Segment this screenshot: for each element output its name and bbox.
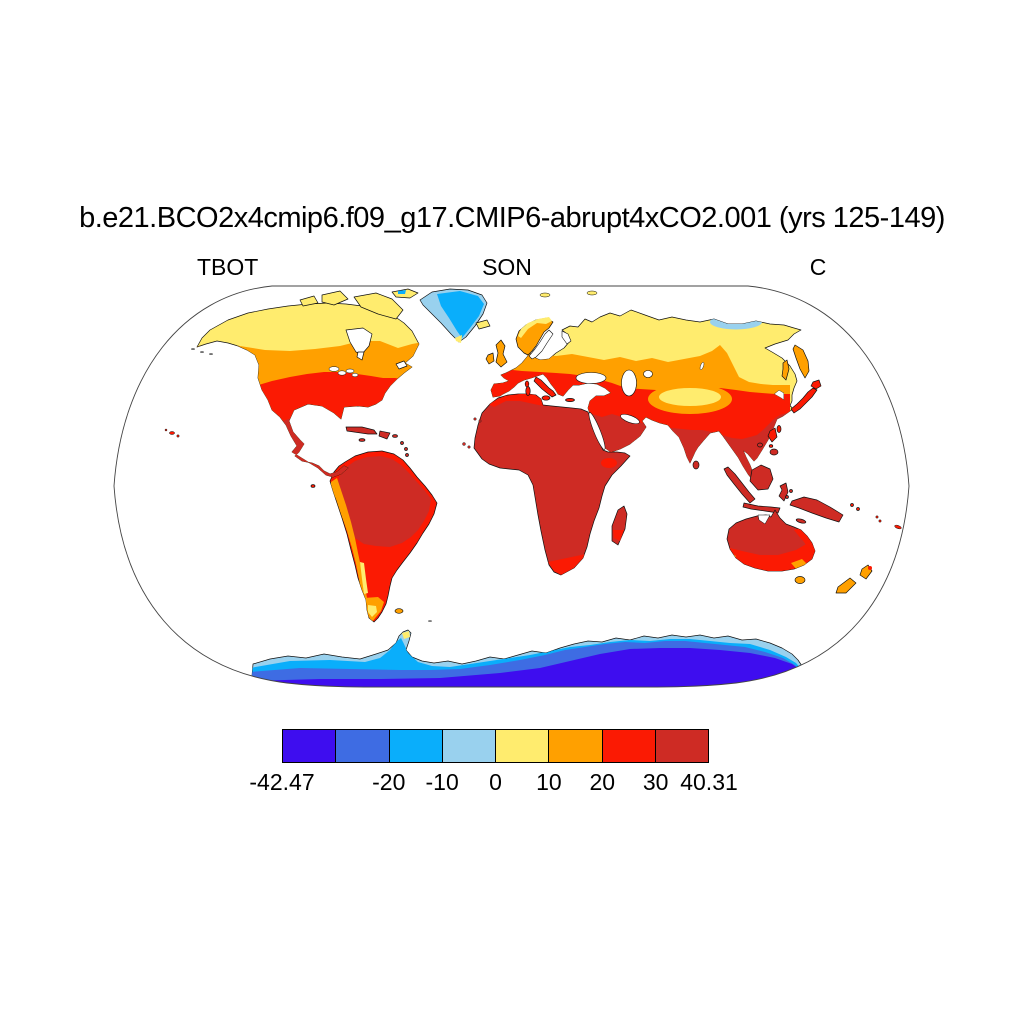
new-guinea — [789, 496, 844, 523]
units-label: C — [809, 254, 827, 280]
java — [742, 502, 781, 514]
colorbar-cell — [549, 730, 603, 762]
pacific-islands — [875, 515, 902, 530]
colorbar-cell — [655, 730, 708, 762]
colorbar-cell — [389, 730, 443, 762]
south-georgia-island — [428, 620, 432, 622]
white-sea — [561, 330, 572, 345]
new-zealand — [835, 564, 873, 594]
plot-title: b.e21.BCO2x4cmip6.f09_g17.CMIP6-abrupt4x… — [79, 202, 945, 234]
corsica — [524, 380, 530, 388]
sakhalin — [781, 359, 790, 381]
aleutian-islands — [191, 348, 213, 355]
variable-label: TBOT — [197, 254, 259, 280]
colorbar-cell — [442, 730, 496, 762]
sumatra — [723, 466, 756, 504]
persian-gulf — [620, 413, 640, 425]
kamchatka — [792, 344, 810, 379]
colorbar-labels: -42.47 -20 -10 0 10 20 30 40.31 — [249, 769, 737, 797]
iceland — [475, 319, 491, 330]
baltic-sea — [528, 329, 554, 360]
colorbar-tick-label: -42.47 — [249, 769, 315, 795]
gulf-of-st-lawrence — [395, 360, 408, 370]
sardinia — [525, 386, 531, 396]
tasmania — [794, 576, 806, 584]
colorbar-tick-label: 30 — [642, 769, 669, 795]
galapagos-islands — [310, 484, 316, 488]
james-bay — [356, 351, 365, 361]
crete — [565, 398, 575, 402]
map-ocean — [114, 286, 909, 688]
great-lakes — [328, 366, 359, 378]
atlantic-islands — [462, 417, 482, 449]
philippines — [767, 427, 779, 456]
season-label: SON — [482, 254, 532, 280]
colorbar-tick-label: -10 — [425, 769, 459, 795]
black-sea — [575, 372, 607, 384]
falkland-islands — [394, 608, 404, 614]
caribbean-islands — [345, 426, 409, 457]
colorbar-cell — [336, 730, 390, 762]
indonesia — [723, 464, 860, 524]
continent-antarctica — [249, 620, 803, 688]
borneo — [749, 464, 774, 491]
continent-africa — [462, 393, 631, 576]
colorbar — [282, 729, 709, 763]
hainan — [757, 442, 763, 448]
italy — [533, 376, 557, 398]
mediterranean-peninsulas — [524, 376, 575, 402]
caspian-sea — [621, 369, 637, 397]
colorbar-tick-label: 20 — [589, 769, 616, 795]
sicily — [541, 395, 551, 401]
colorbar-tick-label: 0 — [489, 769, 502, 795]
lake-baikal — [699, 362, 705, 370]
colorbar-tick-label: 10 — [536, 769, 562, 795]
hudson-bay — [345, 327, 373, 355]
colorbar-tick-label: -20 — [372, 769, 406, 795]
gulf-of-carpentaria — [757, 514, 771, 525]
red-sea — [588, 412, 606, 450]
colorbar-tick-label: 40.31 — [680, 769, 738, 795]
timor — [795, 518, 807, 524]
map-outline — [113, 285, 910, 688]
colorbar-cell — [602, 730, 656, 762]
ellesmere-ice — [398, 290, 406, 294]
continent-south-america — [310, 450, 438, 623]
scandinavia — [515, 317, 554, 356]
sri-lanka — [692, 460, 700, 470]
british-isles — [485, 339, 508, 368]
aral-sea — [643, 370, 653, 378]
arctic-russian-islands — [539, 290, 598, 298]
taiwan — [776, 425, 782, 433]
japan — [790, 379, 822, 414]
greenland — [419, 288, 491, 343]
colorbar-cell — [496, 730, 550, 762]
colorbar-cells — [283, 730, 708, 762]
hawaii-islands — [164, 428, 180, 438]
colorbar-cell — [283, 730, 337, 762]
madagascar — [611, 505, 628, 546]
